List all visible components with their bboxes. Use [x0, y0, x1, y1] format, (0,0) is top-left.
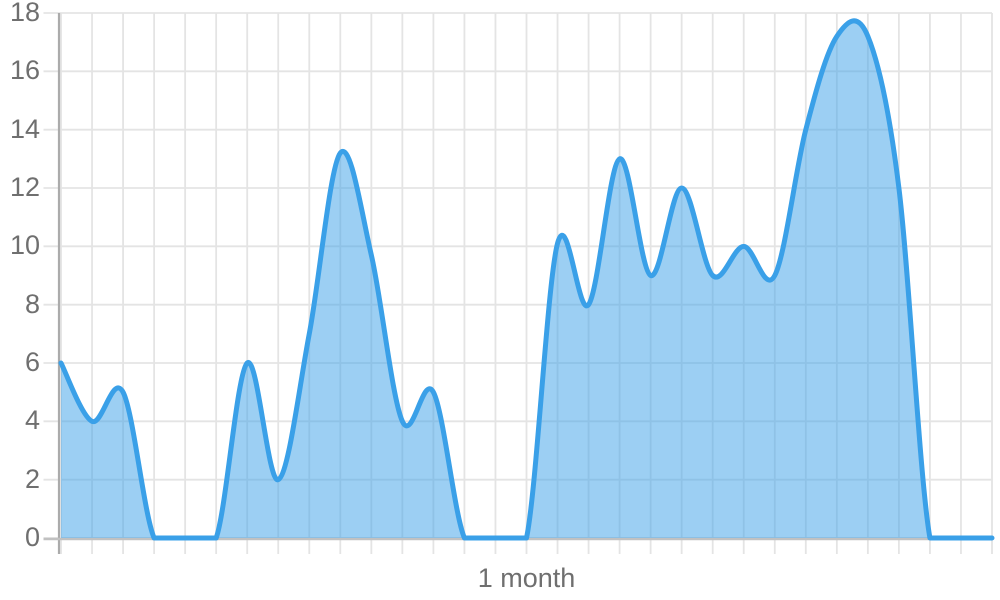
y-tick-label: 16	[9, 55, 40, 86]
y-tick-label: 18	[9, 0, 40, 27]
x-axis-title: 1 month	[477, 563, 576, 593]
area-series-fill	[61, 20, 992, 539]
area-series-line	[58, 18, 995, 541]
y-tick-label: 4	[24, 405, 40, 436]
y-tick-label: 6	[24, 346, 40, 377]
y-tick-label: 2	[24, 463, 40, 494]
y-tick-label: 8	[24, 288, 40, 319]
y-tick-label: 10	[9, 230, 40, 261]
y-tick-label: 12	[9, 171, 40, 202]
y-tick-label: 0	[24, 521, 40, 552]
y-tick-label: 14	[9, 113, 40, 144]
